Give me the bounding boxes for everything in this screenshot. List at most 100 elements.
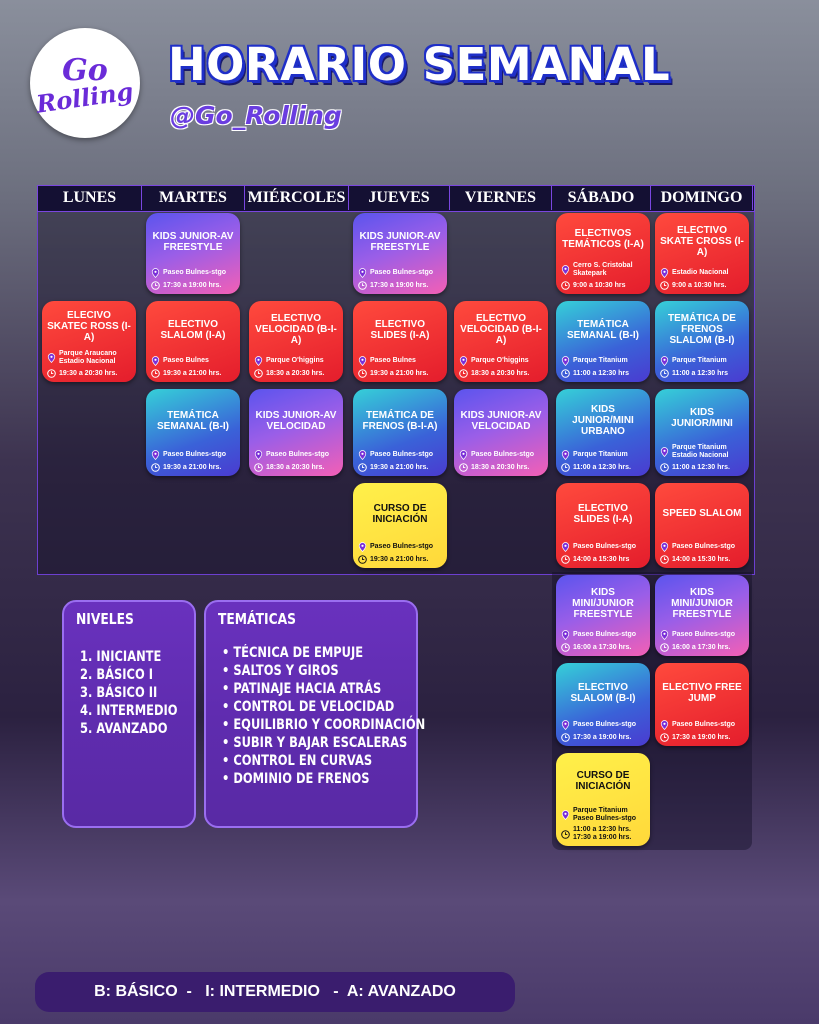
clock-icon [660, 463, 669, 472]
class-card: CURSO DE INICIACIÓN Paseo Bulnes-stgo 19:3… [353, 483, 447, 568]
class-card: ELECIVO SKATEC ROSS (I-A) Parque Araucano… [42, 301, 136, 382]
class-card: KIDS JUNIOR-AV VELOCIDAD Paseo Bulnes-stg… [454, 389, 548, 476]
class-location: Paseo Bulnes-stgo [672, 721, 736, 728]
pin-icon [561, 720, 570, 730]
clock-icon [660, 281, 669, 290]
pin-icon [151, 450, 160, 460]
class-title: KIDS JUNIOR-AV VELOCIDAD [460, 409, 542, 432]
class-time: 17:30 a 19:00 hrs. [370, 281, 429, 289]
title: HORARIO SEMANAL [168, 38, 671, 91]
class-location: Parque Araucano Estadio Nacional [59, 350, 117, 365]
clock-icon [561, 281, 570, 290]
class-location: Parque Titanium [573, 357, 628, 364]
topic-item: SUBIR Y BAJAR ESCALERAS [222, 734, 407, 752]
class-time: 18:30 a 20:30 hrs. [266, 369, 325, 377]
pin-icon [660, 542, 669, 552]
pin-icon [561, 450, 570, 460]
class-title: ELECTIVO SKATE CROSS (I-A) [660, 225, 744, 258]
class-time-row: 17:30 a 19:00 hrs. [358, 281, 442, 290]
class-title: TEMÁTICA DE FRENOS (B-I-A) [362, 409, 438, 432]
pin-icon [459, 356, 468, 366]
clock-icon [561, 555, 570, 564]
pin-icon [358, 356, 367, 366]
class-card: TEMÁTICA SEMANAL (B-I) Parque Titanium 11:… [556, 301, 650, 382]
topic-item: TÉCNICA DE EMPUJE [222, 644, 381, 662]
class-title: ELECTIVO SLALOM (I-A) [160, 318, 226, 341]
pin-icon [254, 450, 263, 460]
class-location: Paseo Bulnes-stgo [573, 631, 637, 638]
levels-box: NIVELES 1. INICIANTE 2. BÁSICO I 3. BÁSICO… [62, 600, 196, 828]
class-time-row: 19:30 a 21:00 hrs. [151, 463, 235, 472]
class-time: 19:30 a 20:30 hrs. [59, 369, 118, 377]
logo: Go Rolling [30, 28, 140, 138]
class-time-row: 19:30 a 20:30 hrs. [47, 369, 131, 378]
clock-icon [151, 369, 160, 378]
level-item: 4. INTERMEDIO [80, 703, 178, 719]
class-title: TEMÁTICA SEMANAL (B-I) [156, 409, 230, 432]
class-location: Paseo Bulnes [163, 357, 209, 364]
class-title: CURSO DE INICIACIÓN [372, 502, 428, 525]
class-location-row: Paseo Bulnes [358, 356, 442, 366]
pin-icon [561, 356, 570, 366]
class-title: ELECTIVO SLIDES (I-A) [573, 502, 633, 525]
class-time-row: 11:00 a 12:30 hrs. [660, 463, 744, 472]
class-location: Cerro S. Cristobal Skatepark [573, 262, 633, 277]
class-time-row: 17:30 a 19:00 hrs. [561, 733, 645, 742]
class-location-row: Paseo Bulnes-stgo [660, 630, 744, 640]
class-location: Paseo Bulnes-stgo [471, 451, 535, 458]
class-title: KIDS JUNIOR-AV VELOCIDAD [255, 409, 337, 432]
clock-icon [151, 463, 160, 472]
class-card: ELECTIVO SLIDES (I-A) Paseo Bulnes-stgo 14… [556, 483, 650, 568]
class-location-row: Paseo Bulnes-stgo [358, 268, 442, 278]
class-time: 9:00 a 10:30 hrs [573, 281, 626, 289]
class-time: 17:30 a 19:00 hrs. [573, 733, 632, 741]
day-label: VIERNES [450, 186, 552, 210]
clock-icon [660, 555, 669, 564]
class-time-row: 14:00 a 15:30 hrs [561, 555, 645, 564]
class-time-row: 16:00 a 17:30 hrs. [561, 643, 645, 652]
class-card: KIDS JUNIOR-AV VELOCIDAD Paseo Bulnes-stg… [249, 389, 343, 476]
class-location-row: Cerro S. Cristobal Skatepark [561, 262, 645, 278]
pin-icon [254, 356, 263, 366]
class-time-row: 16:00 a 17:30 hrs. [660, 643, 744, 652]
topic-item: SALTOS Y GIROS [222, 662, 381, 680]
class-title: ELECTIVO FREE JUMP [662, 681, 742, 704]
class-location-row: Parque Titanium [660, 356, 744, 366]
class-location-row: Paseo Bulnes [151, 356, 235, 366]
pin-icon [151, 268, 160, 278]
clock-icon [459, 369, 468, 378]
pin-icon [660, 447, 669, 457]
pin-icon [660, 720, 669, 730]
class-time: 11:00 a 12:30 hrs. [672, 463, 730, 471]
pin-icon [47, 353, 56, 363]
class-title: KIDS JUNIOR-AV FREESTYLE [359, 230, 441, 253]
class-location: Paseo Bulnes-stgo [672, 631, 736, 638]
class-time-row: 11:00 a 12:30 hrs [660, 369, 744, 378]
class-location: Parque O'higgins [266, 357, 324, 364]
class-location: Paseo Bulnes-stgo [370, 543, 434, 550]
class-location: Paseo Bulnes [370, 357, 416, 364]
class-title: ELECTIVO SLALOM (B-I) [570, 681, 636, 704]
class-location-row: Parque Titanium Paseo Bulnes-stgo [561, 807, 645, 823]
class-title: ELECTIVO VELOCIDAD (B-I-A) [460, 313, 542, 346]
class-card: ELECTIVO SKATE CROSS (I-A) Estadio Nacion… [655, 213, 749, 294]
class-location: Estadio Nacional [672, 269, 729, 276]
levels-list: 1. INICIANTE 2. BÁSICO I 3. BÁSICO II 4. IN… [80, 648, 178, 738]
class-title: ELECTIVO SLIDES (I-A) [370, 318, 430, 341]
class-time: 11:00 a 12:30 hrs. 17:30 a 19:00 hrs. [573, 826, 632, 841]
class-title: KIDS JUNIOR-AV FREESTYLE [152, 230, 234, 253]
class-location-row: Paseo Bulnes-stgo [561, 630, 645, 640]
clock-icon [254, 369, 263, 378]
class-time: 18:30 a 20:30 hrs. [471, 463, 530, 471]
class-title: TEMÁTICA SEMANAL (B-I) [566, 318, 640, 341]
class-location: Paseo Bulnes-stgo [370, 269, 434, 276]
class-title: KIDS MINI/JUNIOR FREESTYLE [572, 587, 634, 620]
clock-icon [660, 369, 669, 378]
pin-icon [561, 265, 570, 275]
class-time: 18:30 a 20:30 hrs. [266, 463, 325, 471]
class-time-row: 19:30 a 21:00 hrs. [358, 463, 442, 472]
class-location-row: Paseo Bulnes-stgo [358, 542, 442, 552]
pin-icon [561, 810, 570, 820]
class-time: 14:00 a 15:30 hrs. [672, 555, 731, 563]
class-location: Paseo Bulnes-stgo [672, 543, 736, 550]
